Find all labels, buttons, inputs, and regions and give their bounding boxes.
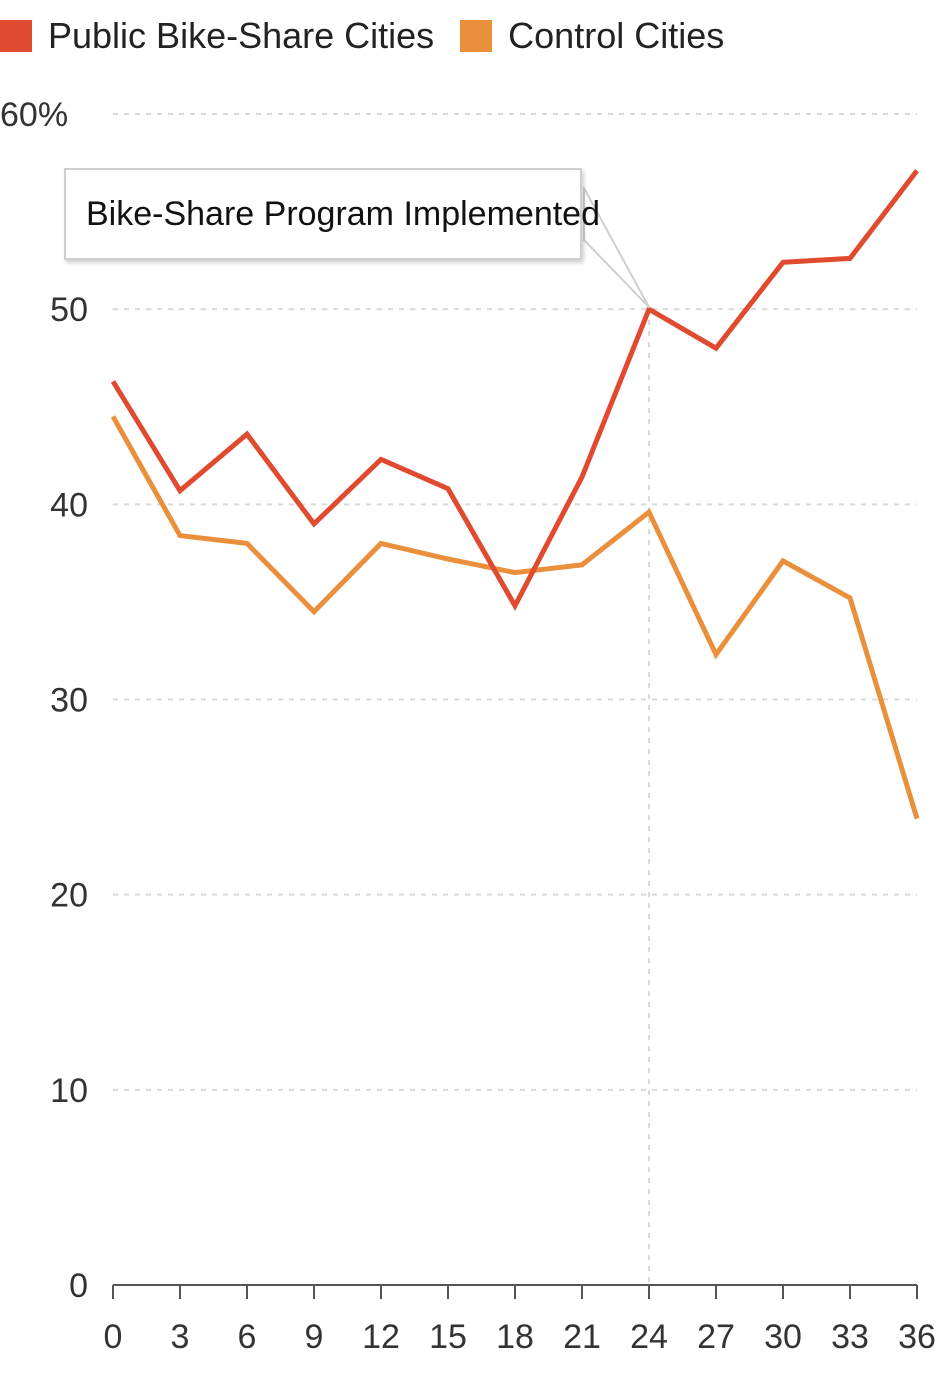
x-tick-label: 3 [171,1318,190,1356]
y-tick-label: 10 [50,1072,88,1110]
x-tick-label: 30 [764,1318,802,1356]
x-tick-label: 18 [496,1318,534,1356]
legend: Public Bike-Share Cities Control Cities [0,12,750,60]
x-tick-label: 24 [630,1318,668,1356]
x-tick-label: 6 [238,1318,257,1356]
legend-swatch-control [460,20,493,52]
annotation-text: Bike-Share Program Implemented [86,194,601,233]
annotation-pointer [583,187,650,309]
x-tick-label: 36 [898,1318,936,1356]
y-tick-label: 60% [0,96,68,134]
legend-swatch-bike-share [0,20,32,52]
legend-label-control: Control Cities [508,15,725,56]
series-line-control [110,415,920,820]
x-tick-label: 0 [104,1318,123,1356]
legend-label-bike-share: Public Bike-Share Cities [48,15,435,56]
y-tick-label: 0 [69,1267,88,1305]
annotation-callout: Bike-Share Program Implemented [64,168,600,260]
x-tick-label: 15 [429,1318,467,1356]
x-tick-label: 9 [305,1318,324,1356]
y-tick-label: 40 [50,486,88,524]
x-tick-label: 27 [697,1318,735,1356]
y-tick-label: 20 [50,877,88,915]
x-tick-label: 33 [831,1318,869,1356]
legend-item-control: Control Cities [460,15,724,57]
legend-item-bike-share: Public Bike-Share Cities [0,15,434,57]
y-tick-label: 50 [50,291,88,329]
x-tick-label: 12 [362,1318,400,1356]
y-tick-label: 30 [50,682,88,720]
series-line-bike-share [110,169,919,612]
x-tick-label: 21 [563,1318,601,1356]
